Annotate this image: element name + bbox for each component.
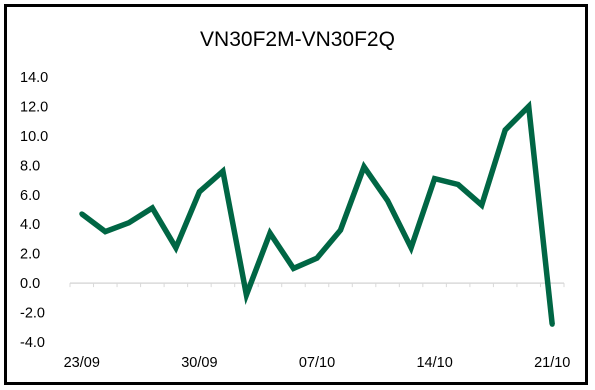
- data-point: [79, 211, 85, 217]
- y-tick-label: 0.0: [20, 276, 40, 292]
- data-point: [361, 164, 367, 170]
- data-point: [243, 292, 249, 298]
- data-point: [408, 245, 414, 251]
- y-tick-label: 4.0: [20, 217, 40, 233]
- y-tick-label: 12.0: [20, 99, 48, 115]
- x-tick-label: 14/10: [416, 355, 452, 371]
- data-point: [267, 230, 273, 236]
- chart-frame: [4, 4, 588, 385]
- y-tick-label: 14.0: [20, 70, 48, 86]
- data-point: [432, 176, 438, 182]
- y-tick-label: 10.0: [20, 129, 48, 145]
- x-axis-ticks: [69, 283, 565, 288]
- data-point: [526, 103, 532, 109]
- data-point: [149, 205, 155, 211]
- data-point: [102, 229, 108, 235]
- data-point: [338, 227, 344, 233]
- y-tick-label: 6.0: [20, 188, 40, 204]
- data-point: [314, 255, 320, 261]
- data-point: [290, 265, 296, 271]
- x-tick-label: 21/10: [534, 355, 570, 371]
- y-tick-label: -2.0: [20, 306, 45, 322]
- data-point: [173, 245, 179, 251]
- chart-title: VN30F2M-VN30F2Q: [200, 28, 395, 51]
- y-tick-label: 2.0: [20, 247, 40, 263]
- x-tick-label: 30/09: [181, 355, 217, 371]
- series-line: [80, 100, 555, 325]
- x-tick-label: 07/10: [299, 355, 335, 371]
- data-point: [126, 220, 132, 226]
- data-points: [79, 103, 555, 327]
- y-tick-label: 8.0: [20, 158, 40, 174]
- data-point: [385, 198, 391, 204]
- data-point: [479, 202, 485, 208]
- data-point: [455, 181, 461, 187]
- data-point: [549, 321, 555, 327]
- y-axis-labels: 14.0 12.0 10.0 8.0 6.0 4.0 2.0 0.0 -2.0 -4.0: [20, 70, 48, 351]
- data-point: [220, 168, 226, 174]
- y-tick-label: -4.0: [20, 335, 45, 351]
- data-point: [196, 189, 202, 195]
- data-point: [502, 127, 508, 133]
- x-tick-label: 23/09: [64, 355, 100, 371]
- x-axis-labels: 23/09 30/09 07/10 14/10 21/10: [64, 355, 571, 371]
